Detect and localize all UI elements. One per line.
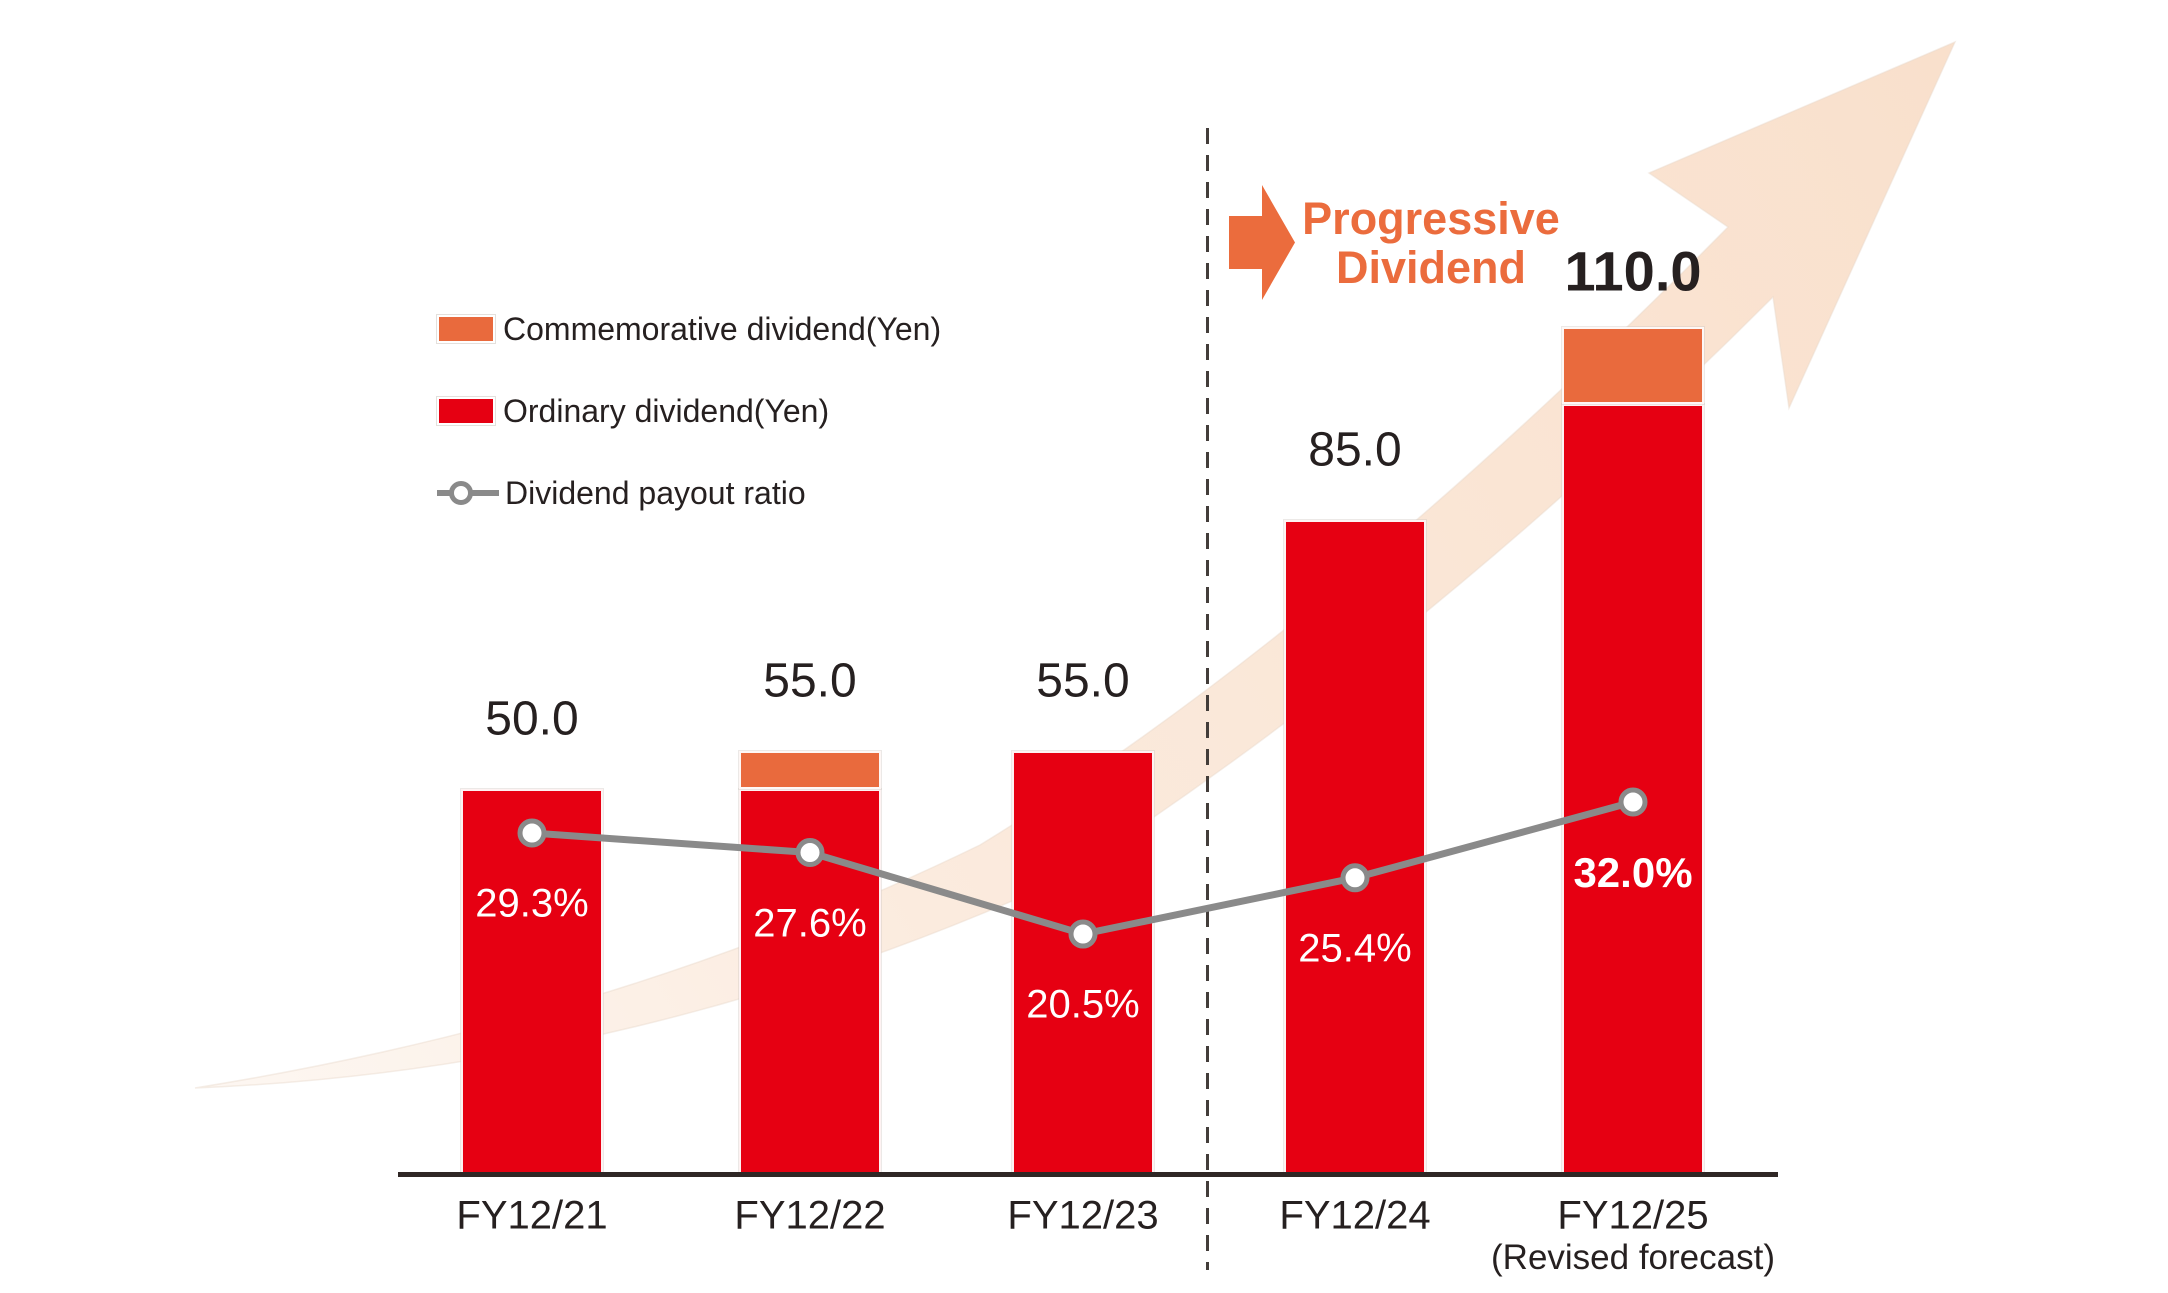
- legend-label: Dividend payout ratio: [505, 474, 806, 511]
- legend-item-commemorative: Commemorative dividend(Yen): [437, 300, 941, 358]
- progressive-caption-line1: Progressive: [1302, 193, 1560, 244]
- payout-ratio-label: 32.0%: [1573, 849, 1693, 897]
- total-dividend-label: 55.0: [1036, 654, 1130, 707]
- x-axis-sublabel: (Revised forecast): [1491, 1238, 1775, 1277]
- marker-sample: [449, 481, 473, 505]
- commemorative-swatch-icon: [437, 315, 495, 343]
- commemorative-dividend-bar: [1562, 327, 1704, 404]
- x-axis-label: FY12/24: [1279, 1193, 1431, 1238]
- x-axis-label: FY12/21: [456, 1193, 608, 1238]
- progressive-caption-line2: Dividend: [1335, 242, 1527, 293]
- payout-ratio-label: 25.4%: [1298, 926, 1412, 971]
- legend-item-payout-ratio: Dividend payout ratio: [437, 464, 941, 522]
- payout-ratio-label: 27.6%: [753, 901, 867, 946]
- forecast-separator-line: [1206, 128, 1209, 1270]
- payout-line-swatch-icon: [437, 479, 499, 507]
- progressive-dividend-caption: Progressive Dividend: [1281, 194, 1581, 292]
- total-dividend-label: 50.0: [485, 692, 579, 746]
- ordinary-dividend-bar: [1284, 519, 1426, 1174]
- legend-label: Commemorative dividend(Yen): [503, 310, 942, 347]
- commemorative-dividend-bar: [739, 750, 881, 789]
- x-axis-label: FY12/25: [1557, 1193, 1709, 1238]
- total-dividend-label: 85.0: [1308, 423, 1402, 476]
- payout-ratio-label: 29.3%: [475, 881, 589, 926]
- ordinary-dividend-bar: [1562, 404, 1704, 1174]
- payout-ratio-label: 20.5%: [1026, 982, 1140, 1027]
- ordinary-dividend-bar: [1012, 750, 1154, 1174]
- ordinary-dividend-bar: [461, 789, 603, 1174]
- ordinary-dividend-bar: [739, 789, 881, 1174]
- x-axis-label: FY12/23: [1007, 1193, 1159, 1238]
- total-dividend-label: 55.0: [763, 654, 857, 707]
- legend-item-ordinary: Ordinary dividend(Yen): [437, 382, 941, 440]
- legend-label: Ordinary dividend(Yen): [503, 392, 830, 429]
- ordinary-swatch-icon: [437, 397, 495, 425]
- x-axis-label: FY12/22: [734, 1193, 886, 1238]
- legend: Commemorative dividend(Yen) Ordinary div…: [437, 300, 941, 546]
- x-axis-line: [398, 1172, 1778, 1177]
- total-dividend-label: 110.0: [1564, 239, 1702, 303]
